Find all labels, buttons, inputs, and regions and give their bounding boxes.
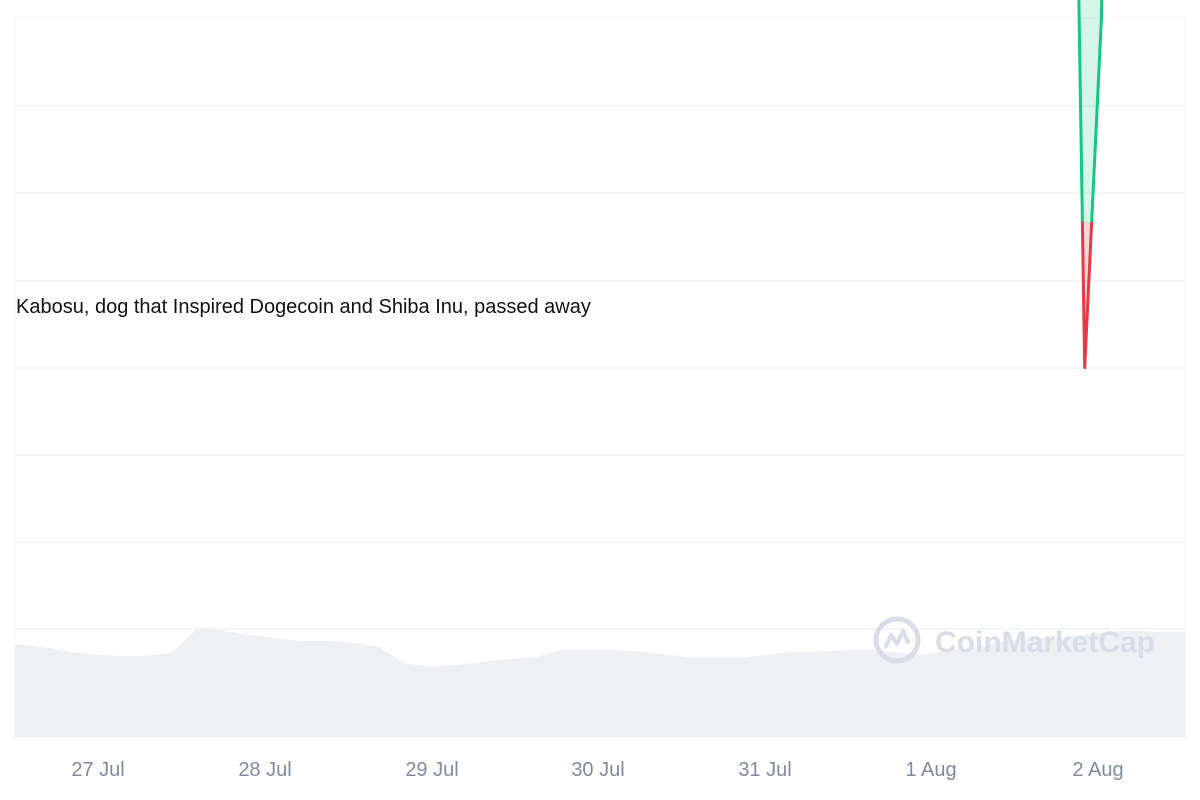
- plot-frame: [14, 17, 1186, 738]
- coinmarketcap-icon: [873, 616, 921, 664]
- watermark-text: CoinMarketCap: [935, 626, 1155, 659]
- volume-area: [15, 629, 1185, 737]
- up-fill-area: [1078, 0, 1102, 222]
- x-tick-label: 29 Jul: [405, 759, 458, 781]
- x-tick-label: 2 Aug: [1072, 759, 1123, 781]
- grid-lines: [15, 105, 1185, 630]
- event-annotation: Kabosu, dog that Inspired Dogecoin and S…: [16, 296, 591, 318]
- x-axis-ticks: 27 Jul 28 Jul 29 Jul 30 Jul 31 Jul 1 Aug 2 Aug: [71, 759, 1123, 781]
- x-tick-label: 31 Jul: [738, 759, 791, 781]
- x-tick-label: 28 Jul: [238, 759, 291, 781]
- x-tick-label: 27 Jul: [71, 759, 124, 781]
- x-tick-label: 1 Aug: [905, 759, 956, 781]
- x-tick-label: 30 Jul: [571, 759, 624, 781]
